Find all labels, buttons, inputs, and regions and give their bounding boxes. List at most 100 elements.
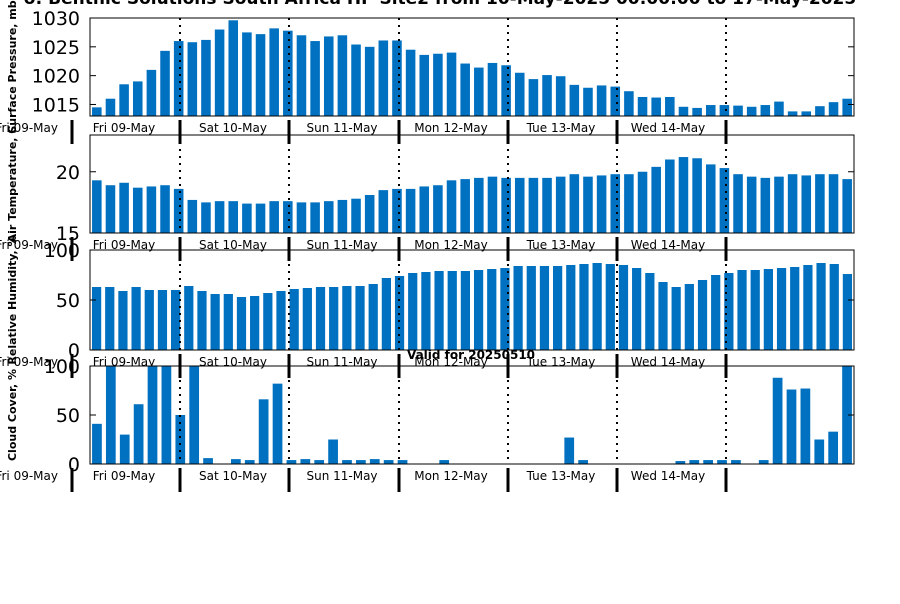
bar: [774, 101, 784, 116]
x-tick-label: Fri 09-May: [0, 238, 58, 252]
bar: [816, 263, 826, 350]
bar: [828, 102, 839, 116]
x-tick-label: Sat 10-May: [199, 469, 267, 483]
bar: [300, 459, 311, 464]
bar: [487, 62, 498, 116]
bar: [214, 29, 225, 117]
bar: [637, 171, 648, 233]
bar: [310, 41, 320, 117]
bar: [500, 268, 510, 350]
bar: [801, 111, 812, 116]
bar: [605, 264, 615, 350]
bar: [514, 177, 525, 234]
bar: [689, 460, 700, 464]
bar: [542, 177, 552, 234]
bar: [786, 389, 797, 464]
bar: [160, 185, 170, 233]
bar: [733, 174, 743, 233]
bar: [433, 53, 443, 116]
bar: [329, 287, 339, 350]
bar: [828, 431, 839, 464]
bar: [697, 280, 708, 350]
bar: [439, 460, 450, 464]
bar: [829, 264, 839, 350]
bar: [119, 84, 129, 116]
bar: [658, 282, 668, 350]
x-tick-label: Sat 10-May: [199, 121, 267, 135]
bar: [447, 271, 457, 350]
bar: [203, 458, 213, 464]
y-tick-label: 1030: [32, 8, 80, 30]
bar: [553, 266, 563, 350]
bar: [328, 439, 338, 464]
bar: [223, 294, 233, 350]
bar: [392, 40, 402, 117]
x-tick-label: Fri 09-May: [93, 238, 156, 252]
y-tick-label: 0: [68, 454, 80, 476]
bar: [719, 168, 730, 233]
bar: [419, 54, 430, 116]
y-tick-label: 50: [56, 290, 80, 312]
bar: [421, 272, 431, 350]
bar: [678, 106, 689, 116]
bar: [356, 460, 366, 464]
bar: [592, 263, 602, 350]
bar: [244, 460, 255, 464]
bar: [157, 290, 168, 350]
bar: [230, 459, 241, 464]
bar: [184, 286, 194, 350]
bar: [671, 287, 681, 350]
plot-frame: [89, 17, 855, 117]
bar: [118, 291, 128, 350]
bar: [342, 286, 352, 350]
y-axis-label: Surface Pressure, mb: [6, 0, 19, 133]
bar: [460, 179, 470, 233]
bar: [397, 460, 408, 464]
bar: [405, 188, 416, 233]
bar: [610, 174, 621, 233]
bar: [283, 30, 293, 116]
bar: [665, 96, 675, 116]
x-tick-label: Tue 13-May: [526, 469, 596, 483]
plot-frame: [89, 134, 855, 234]
bar: [675, 461, 686, 464]
y-tick-label: 15: [56, 223, 80, 245]
y-tick-label: 1020: [32, 66, 80, 88]
bar: [750, 270, 760, 350]
bar: [460, 271, 471, 350]
bar: [774, 176, 784, 233]
bar: [763, 269, 773, 350]
bar: [105, 185, 116, 233]
x-tick-label: Mon 12-May: [414, 355, 488, 369]
bar: [161, 366, 172, 464]
x-tick-label: Wed 14-May: [631, 469, 705, 483]
bar: [146, 69, 157, 116]
bar: [147, 366, 158, 464]
bar: [383, 460, 394, 464]
bar: [717, 460, 727, 464]
bar: [105, 366, 116, 464]
x-tick-label: Tue 13-May: [526, 238, 596, 252]
y-tick-label: 1015: [32, 94, 80, 116]
bar: [569, 174, 580, 233]
bar: [487, 269, 497, 350]
bar: [342, 460, 352, 464]
bar: [173, 188, 184, 233]
bar: [228, 20, 239, 117]
bar: [131, 287, 141, 350]
bar: [201, 39, 211, 116]
valid-for-label: Valid for 20250510: [407, 348, 535, 362]
bar: [351, 44, 361, 116]
bar: [776, 268, 787, 350]
bar: [92, 107, 102, 116]
bar: [214, 201, 225, 233]
bar: [842, 98, 852, 116]
bar: [133, 404, 144, 464]
bar: [337, 35, 348, 116]
x-tick-label: Tue 13-May: [526, 121, 596, 135]
bar: [596, 85, 607, 116]
bar: [276, 291, 286, 350]
bar: [719, 105, 730, 116]
bar: [801, 175, 812, 233]
